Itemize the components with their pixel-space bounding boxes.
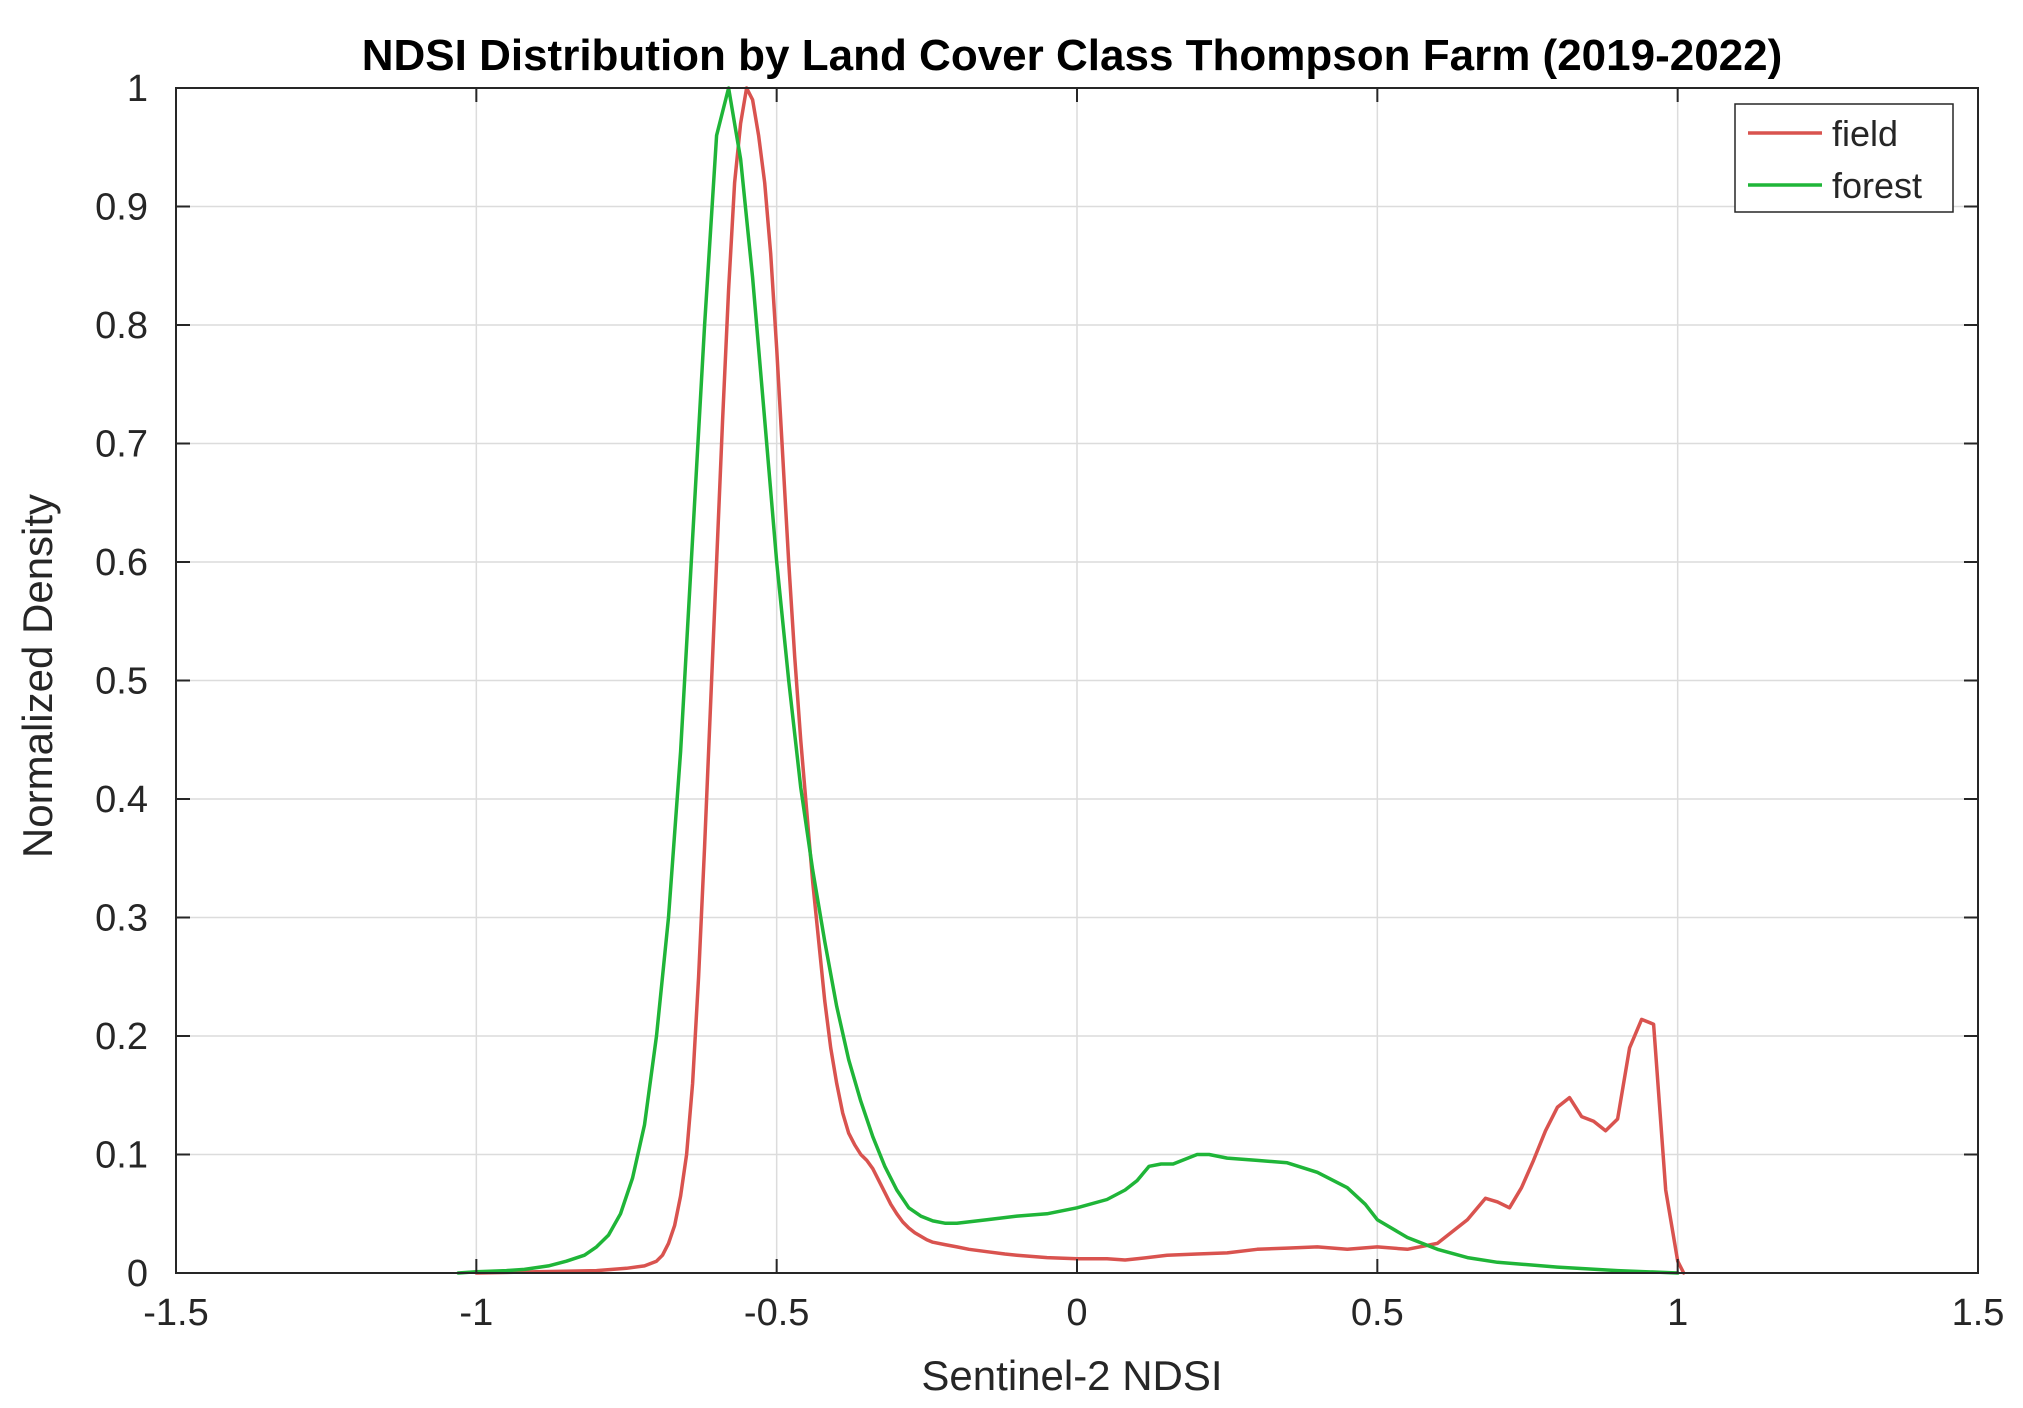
y-tick-label: 0.9 (95, 187, 148, 229)
y-tick-label: 0.7 (95, 424, 148, 466)
y-tick-label: 0.5 (95, 661, 148, 703)
legend: field forest (1734, 103, 1954, 213)
x-tick-label: -1.5 (143, 1292, 208, 1334)
x-tick-label: -1 (459, 1292, 493, 1334)
legend-box (1734, 103, 1954, 213)
y-tick-label: 0.2 (95, 1016, 148, 1058)
y-tick-label: 0.8 (95, 305, 148, 347)
series-line-forest (456, 86, 1680, 1275)
series-line-field (474, 86, 1686, 1275)
y-tick-label: 0.3 (95, 898, 148, 940)
legend-label-field: field (1832, 113, 1898, 154)
y-tick-label: 0.6 (95, 542, 148, 584)
y-tick-label: 0.4 (95, 779, 148, 821)
x-tick-label: 1 (1667, 1292, 1688, 1334)
chart-title: NDSI Distribution by Land Cover Class Th… (362, 31, 1783, 80)
y-tick-label: 0.1 (95, 1135, 148, 1177)
y-axis-title: Normalized Density (14, 494, 61, 858)
x-tick-label: 1.5 (1952, 1292, 2005, 1334)
x-axis-title: Sentinel-2 NDSI (921, 1352, 1222, 1399)
x-tick-label: 0.5 (1351, 1292, 1404, 1334)
y-tick-labels: 0 0.1 0.2 0.3 0.4 0.5 0.6 0.7 0.8 0.9 1 (95, 68, 148, 1295)
x-tick-label: 0 (1066, 1292, 1087, 1334)
y-tick-label: 0 (127, 1253, 148, 1295)
series-lines (456, 86, 1686, 1275)
x-tick-label: -0.5 (744, 1292, 809, 1334)
x-tick-labels: -1.5 -1 -0.5 0 0.5 1 1.5 (143, 1292, 2004, 1334)
tick-marks (175, 87, 1979, 1274)
legend-label-forest: forest (1832, 165, 1922, 206)
y-tick-label: 1 (127, 68, 148, 110)
